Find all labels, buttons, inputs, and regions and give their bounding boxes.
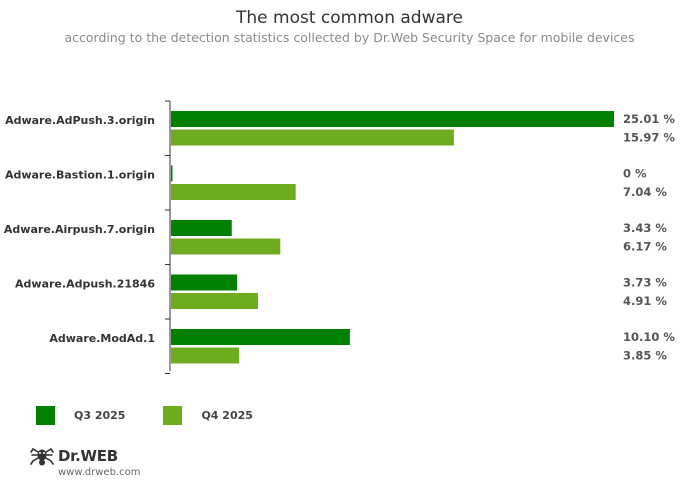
- legend-swatch-q4: [163, 405, 183, 425]
- chart-title: The most common adware: [236, 8, 463, 28]
- bar-q4-2025-adware-modad-1: [171, 347, 240, 364]
- category-label-adware-bastion-1-origin: Adware.Bastion.1.origin: [5, 169, 155, 182]
- logo-url: www.drweb.com: [58, 467, 141, 478]
- legend-swatch-q3: [36, 405, 55, 425]
- bar-q4-2025-adware-bastion-1-origin: [171, 184, 296, 200]
- legend-item-q3: Q3 2025: [36, 405, 126, 425]
- legend-item-q4: Q4 2025: [163, 405, 253, 425]
- category-label-adware-adpush-21846: Adware.Adpush.21846: [15, 278, 155, 291]
- value-label-q4-2025-adware-bastion-1-origin: 7.04 %: [623, 185, 667, 199]
- bar-chart: Adware.AdPush.3.origin 25.01 % 15.97 % Adwa…: [4, 100, 675, 374]
- bar-q3-2025-adware-adpush-3-origin: [171, 111, 614, 127]
- value-label-q3-2025-adware-airpush-7-origin: 3.43 %: [623, 221, 667, 235]
- category-label-adware-modad-1: Adware.ModAd.1: [49, 332, 155, 345]
- bar-q3-2025-adware-airpush-7-origin: [171, 220, 232, 236]
- chart-subtitle: according to the detection statistics co…: [64, 30, 635, 45]
- bar-q4-2025-adware-adpush-21846: [171, 293, 258, 309]
- value-label-q4-2025-adware-modad-1: 3.85 %: [623, 349, 667, 363]
- bar-q3-2025-adware-adpush-21846: [171, 274, 238, 291]
- legend-label-q3: Q3 2025: [74, 408, 126, 422]
- logo-wordmark: Dr.WEB: [58, 447, 118, 465]
- drweb-logo: Dr.WEB www.drweb.com: [30, 446, 140, 478]
- category-label-adware-airpush-7-origin: Adware.Airpush.7.origin: [4, 223, 155, 236]
- legend-label-q4: Q4 2025: [201, 408, 253, 422]
- bar-q4-2025-adware-airpush-7-origin: [171, 238, 281, 255]
- category-label-adware-adpush-3-origin: Adware.AdPush.3.origin: [5, 114, 155, 127]
- spider-icon: [30, 447, 54, 466]
- value-label-q4-2025-adware-adpush-21846: 4.91 %: [623, 294, 667, 308]
- bar-q4-2025-adware-adpush-3-origin: [171, 129, 454, 146]
- value-label-q3-2025-adware-adpush-21846: 3.73 %: [623, 276, 667, 290]
- bar-q3-2025-adware-modad-1: [171, 329, 350, 345]
- value-label-q3-2025-adware-adpush-3-origin: 25.01 %: [623, 112, 675, 126]
- value-label-q3-2025-adware-modad-1: 10.10 %: [623, 330, 675, 344]
- bar-q3-2025-adware-bastion-1-origin: [171, 165, 173, 182]
- chart-legend: Q3 2025 Q4 2025: [36, 405, 291, 425]
- value-label-q4-2025-adware-airpush-7-origin: 6.17 %: [623, 240, 667, 254]
- value-label-q4-2025-adware-adpush-3-origin: 15.97 %: [623, 131, 675, 145]
- value-label-q3-2025-adware-bastion-1-origin: 0 %: [623, 167, 647, 181]
